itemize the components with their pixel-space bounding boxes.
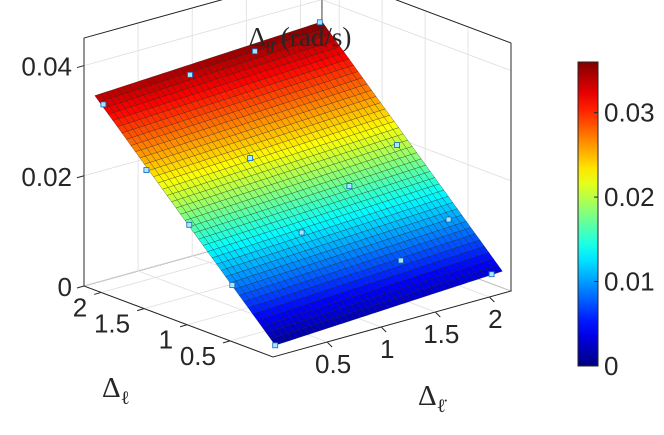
sample-point (394, 142, 401, 149)
x-tick-label: 2 (488, 304, 502, 334)
surface-mesh (94, 21, 503, 346)
x-tick-mark (380, 326, 387, 333)
sample-point (346, 183, 353, 189)
x-axis-ticks: 0.5 1 1.5 2 (315, 296, 503, 379)
surface-cell (270, 336, 282, 346)
z-tick-label: 0.04 (21, 52, 72, 82)
sample-point (397, 257, 404, 264)
y-tick-label: 0.5 (180, 341, 216, 371)
axes-box-edge (83, 0, 223, 39)
axes-box (83, 0, 512, 358)
sample-point (488, 271, 495, 278)
axes-box-edge (272, 290, 512, 358)
sample-point (272, 342, 279, 349)
sample-point (251, 48, 258, 55)
colorbar-tick-label: 0.03 (604, 98, 655, 128)
sample-point (143, 167, 150, 174)
z-tick-label: 0.02 (21, 162, 72, 192)
y-axis-ticks: 0.51 1.52 (73, 291, 231, 371)
x-tick-mark (326, 341, 333, 348)
y-tick-mark (179, 324, 188, 328)
x-tick-mark (489, 296, 495, 303)
chart-title: Δθ̇ (rad/s) (249, 22, 352, 57)
y-tick-mark (136, 308, 145, 312)
z-tick-label: 0 (58, 272, 72, 302)
x-tick-mark (434, 311, 441, 318)
colorbar-ticks: 0 0.01 0.02 0.03 (594, 98, 655, 381)
sample-point (229, 282, 236, 288)
x-tick-label: 1 (380, 334, 394, 364)
sample-point (247, 155, 254, 162)
sample-point (298, 229, 305, 236)
z-tick-mark (76, 65, 85, 69)
sample-point (316, 19, 323, 26)
sample-point (187, 71, 193, 78)
axes-box-edge (83, 285, 274, 358)
sample-point (445, 216, 452, 223)
y-tick-mark (222, 340, 231, 344)
x-tick-label: 1.5 (423, 319, 459, 349)
colorbar (577, 61, 599, 367)
colorbar-tick-label: 0 (604, 351, 618, 381)
grid-line-z (321, 0, 512, 71)
y-tick-label: 2 (73, 293, 87, 323)
z-tick-mark (76, 175, 85, 179)
z-tick-mark (76, 285, 85, 289)
grid-line-z (83, 0, 323, 66)
axes-box-edge (395, 0, 512, 44)
sample-markers (100, 19, 495, 349)
y-axis-label: Δℓ (102, 372, 130, 409)
x-axis-label: Δℓ̇ (418, 380, 448, 417)
colorbar-tick-label: 0.01 (604, 267, 655, 297)
colorbar-tick-label: 0.02 (604, 182, 655, 212)
sample-point (100, 101, 107, 108)
sample-point (186, 221, 193, 228)
y-tick-mark (94, 291, 102, 295)
y-tick-label: 1.5 (94, 309, 130, 339)
z-axis-ticks: 0 0.02 0.04 (21, 52, 85, 302)
y-tick-label: 1 (159, 325, 173, 355)
x-tick-label: 0.5 (315, 349, 351, 379)
